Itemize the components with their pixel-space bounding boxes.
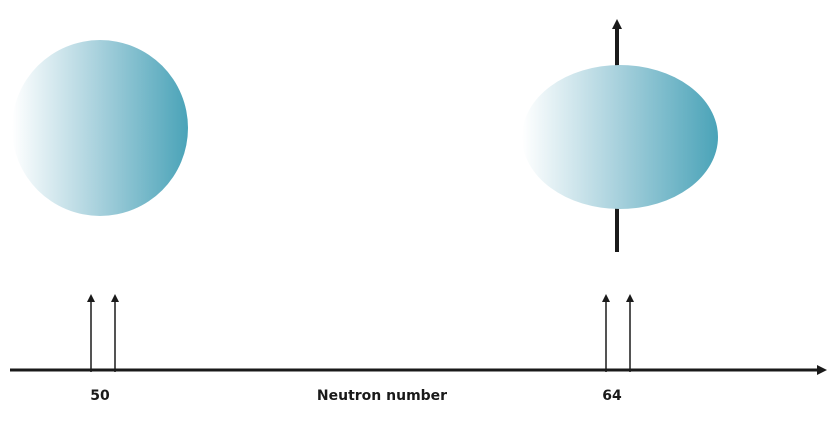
page: 50 Neutron number 64 (() => { const data… — [0, 0, 831, 426]
deformed-nucleus — [522, 65, 718, 209]
spherical-nucleus — [12, 40, 188, 216]
diagram: 50 Neutron number 64 — [0, 0, 831, 426]
tick-label: 64 — [602, 388, 622, 404]
axis-label: Neutron number — [317, 388, 447, 404]
tick-label: 50 — [90, 388, 110, 404]
